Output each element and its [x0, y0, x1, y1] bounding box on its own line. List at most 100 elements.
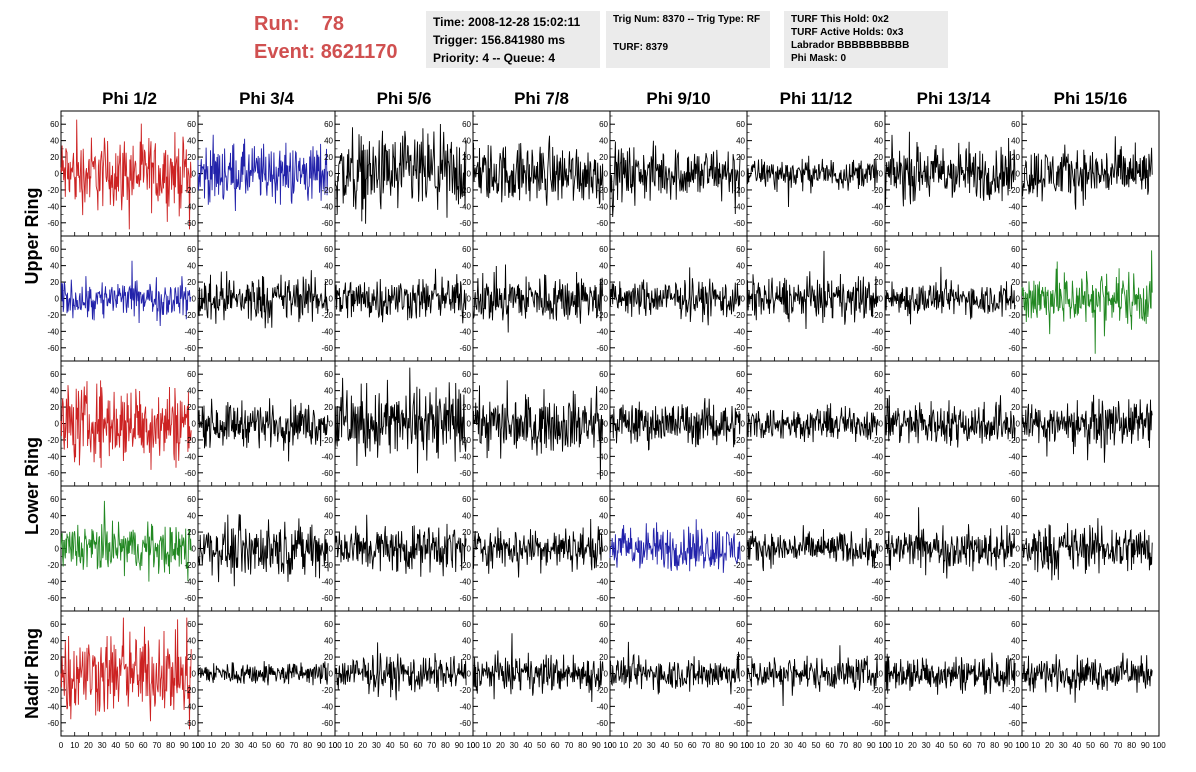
y-tick-label: -40 — [871, 327, 883, 336]
waveform-trace — [609, 267, 741, 326]
x-tick-label: 50 — [537, 741, 546, 750]
y-tick-label: -60 — [459, 719, 471, 728]
panel-frame — [884, 485, 1023, 612]
x-tick-label: 60 — [413, 741, 422, 750]
waveform-trace — [1021, 518, 1153, 581]
y-tick-label: -20 — [321, 186, 333, 195]
x-tick-label: 0 — [883, 741, 888, 750]
y-tick-label: -60 — [184, 594, 196, 603]
y-tick-label: -60 — [321, 469, 333, 478]
y-tick-label: -20 — [321, 686, 333, 695]
labrador-text: Labrador BBBBBBBBBB — [791, 40, 910, 51]
y-tick-label: -40 — [596, 202, 608, 211]
waveform-trace — [197, 514, 329, 587]
y-tick-label: 0 — [55, 670, 60, 679]
waveform-trace — [60, 500, 192, 582]
y-tick-label: 20 — [1011, 153, 1020, 162]
waveform-trace — [197, 134, 329, 212]
waveform-trace — [746, 645, 879, 707]
y-tick-label: -20 — [1008, 561, 1020, 570]
waveform-trace — [884, 131, 1016, 207]
x-tick-label: 50 — [1086, 741, 1095, 750]
y-tick-label: -60 — [459, 344, 471, 353]
waveform-trace — [1021, 652, 1153, 703]
y-tick-label: 40 — [187, 262, 196, 271]
y-tick-label: 0 — [741, 170, 746, 179]
y-tick-label: -20 — [459, 561, 471, 570]
y-tick-label: 0 — [329, 295, 334, 304]
y-tick-label: 60 — [736, 370, 745, 379]
x-tick-label: 60 — [825, 741, 834, 750]
x-tick-label: 100 — [191, 741, 205, 750]
y-tick-label: 0 — [879, 420, 884, 429]
x-tick-label: 30 — [784, 741, 793, 750]
y-tick-label: 20 — [736, 528, 745, 537]
y-tick-label: -60 — [871, 719, 883, 728]
y-tick-label: 60 — [874, 370, 883, 379]
turf-info-box: TURF This Hold: 0x2 TURF Active Holds: 0… — [784, 11, 948, 68]
x-tick-label: 100 — [878, 741, 892, 750]
waveform-trace — [884, 395, 1016, 448]
y-tick-label: 20 — [736, 403, 745, 412]
x-tick-label: 100 — [1015, 741, 1029, 750]
y-tick-label: -40 — [47, 702, 59, 711]
y-tick-label: -20 — [184, 436, 196, 445]
y-tick-label: 60 — [874, 620, 883, 629]
y-tick-label: -60 — [184, 344, 196, 353]
y-tick-label: 0 — [329, 420, 334, 429]
turf-active-holds-text: TURF Active Holds: 0x3 — [791, 27, 904, 38]
waveform-trace — [609, 519, 741, 573]
y-tick-label: 20 — [187, 403, 196, 412]
y-tick-label: 60 — [324, 245, 333, 254]
y-tick-label: -20 — [459, 186, 471, 195]
y-tick-label: 40 — [874, 512, 883, 521]
y-tick-label: 40 — [50, 137, 59, 146]
x-tick-label: 40 — [935, 741, 944, 750]
waveform-trace — [334, 514, 467, 577]
x-tick-label: 40 — [523, 741, 532, 750]
y-tick-label: -60 — [596, 719, 608, 728]
y-tick-label: 20 — [1011, 278, 1020, 287]
x-tick-label: 50 — [674, 741, 683, 750]
y-tick-label: 40 — [736, 637, 745, 646]
y-tick-label: 20 — [736, 153, 745, 162]
x-tick-label: 0 — [59, 741, 64, 750]
y-tick-label: -40 — [1008, 202, 1020, 211]
waveform-trace — [609, 140, 741, 218]
y-tick-label: 40 — [324, 387, 333, 396]
run-number: 78 — [321, 13, 345, 35]
x-tick-label: 10 — [619, 741, 628, 750]
y-tick-label: -60 — [1008, 219, 1020, 228]
y-tick-label: -60 — [47, 219, 59, 228]
x-tick-label: 100 — [603, 741, 617, 750]
waveform-trace — [60, 617, 192, 730]
y-tick-label: 60 — [50, 495, 59, 504]
y-tick-label: 40 — [1011, 637, 1020, 646]
turf-text: TURF: 8379 — [613, 42, 669, 53]
y-tick-label: 60 — [187, 495, 196, 504]
y-tick-label: 0 — [604, 420, 609, 429]
y-tick-label: 60 — [462, 370, 471, 379]
y-tick-label: 20 — [324, 278, 333, 287]
y-tick-label: 0 — [1016, 420, 1021, 429]
y-tick-label: -40 — [47, 452, 59, 461]
y-tick-label: -60 — [47, 719, 59, 728]
y-tick-label: 40 — [1011, 262, 1020, 271]
y-tick-label: 40 — [462, 137, 471, 146]
y-tick-label: -40 — [321, 452, 333, 461]
y-tick-label: 20 — [50, 403, 59, 412]
y-tick-label: -20 — [321, 311, 333, 320]
x-tick-label: 70 — [976, 741, 985, 750]
y-tick-label: -60 — [321, 219, 333, 228]
x-tick-label: 90 — [729, 741, 738, 750]
y-tick-label: 20 — [736, 278, 745, 287]
y-tick-label: 60 — [462, 245, 471, 254]
y-tick-label: 0 — [467, 420, 472, 429]
y-tick-label: 40 — [1011, 137, 1020, 146]
x-tick-label: 10 — [207, 741, 216, 750]
turf-this-hold-text: TURF This Hold: 0x2 — [791, 14, 889, 25]
y-tick-label: 0 — [329, 670, 334, 679]
y-tick-label: -20 — [871, 436, 883, 445]
y-tick-label: -20 — [459, 436, 471, 445]
